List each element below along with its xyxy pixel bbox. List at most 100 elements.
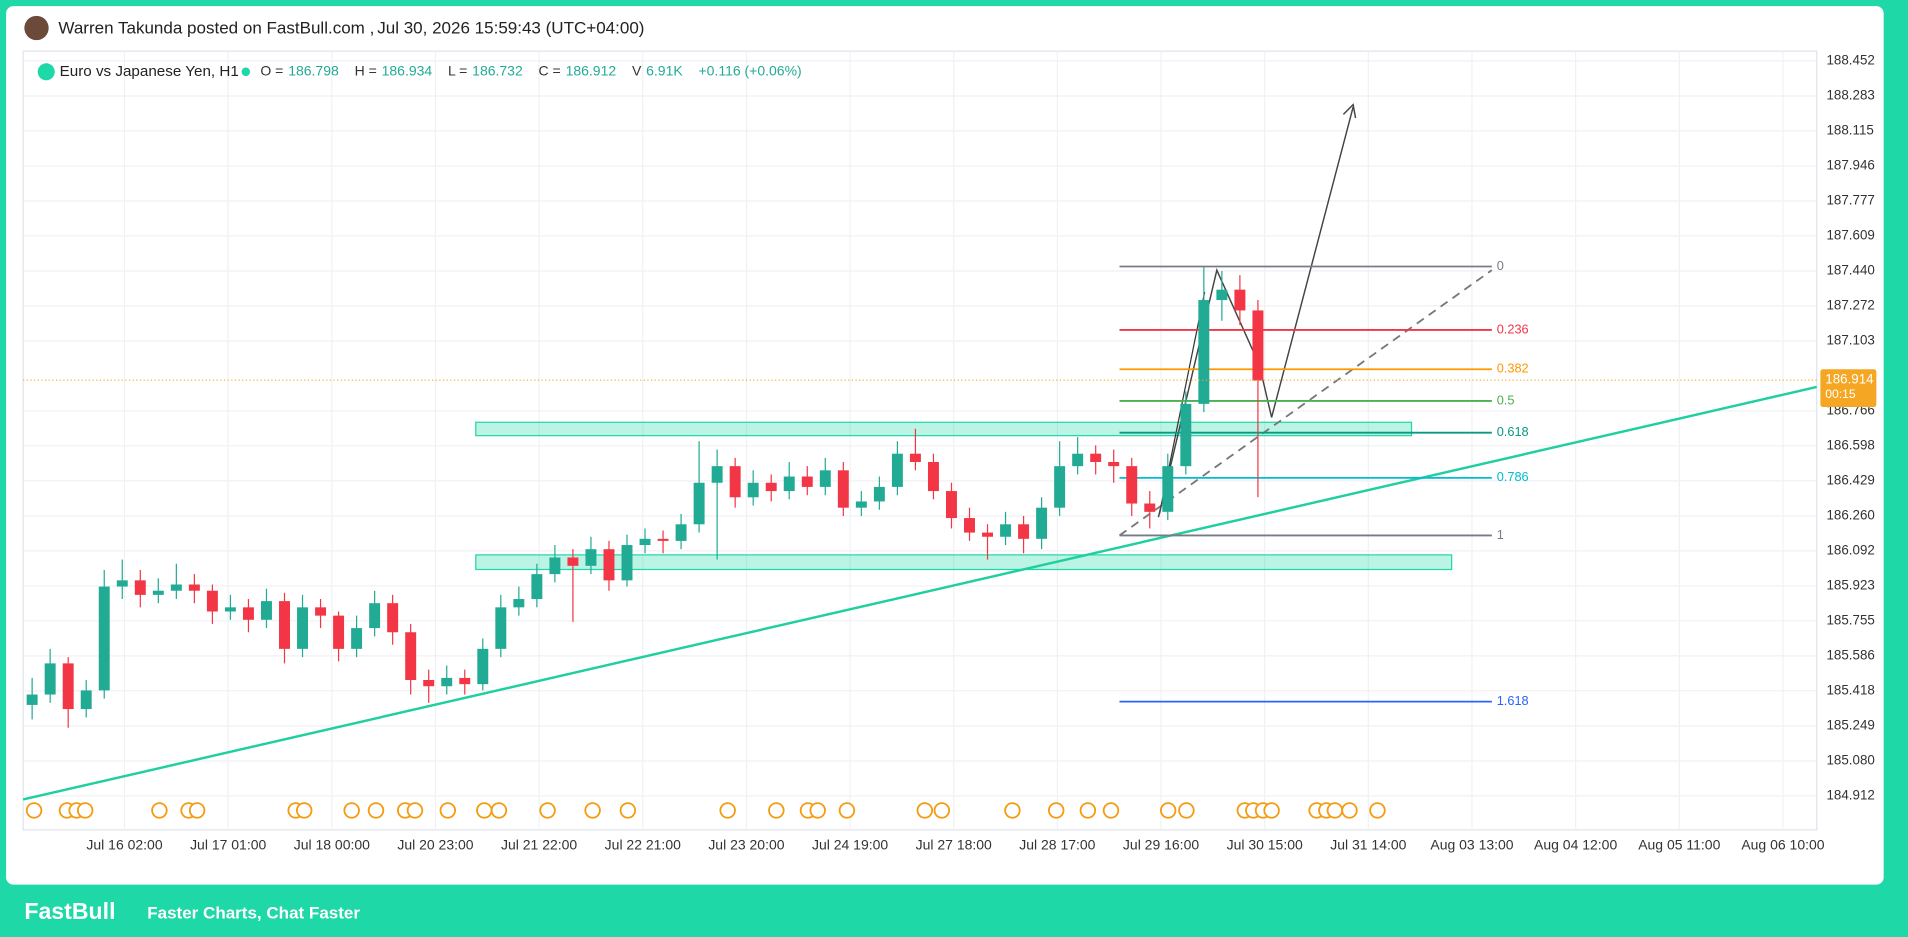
legend-label: O = bbox=[260, 63, 283, 79]
candle-body bbox=[1252, 310, 1264, 381]
candle-body bbox=[459, 677, 471, 685]
event-icon bbox=[367, 802, 385, 819]
candle-body bbox=[567, 557, 579, 566]
legend-label: C = bbox=[539, 63, 561, 79]
candle-body bbox=[387, 603, 399, 633]
x-tick-label: Jul 29 16:00 bbox=[1123, 836, 1199, 852]
candle-body bbox=[1090, 453, 1102, 463]
candle-body bbox=[729, 466, 741, 498]
candle-body bbox=[639, 538, 651, 546]
y-tick-label: 185.586 bbox=[1826, 647, 1874, 662]
candle-body bbox=[1018, 524, 1030, 539]
candle-body bbox=[549, 557, 561, 575]
tagline: Faster Charts, Chat Faster bbox=[147, 903, 360, 922]
candle-body bbox=[1054, 466, 1066, 508]
candle-body bbox=[80, 690, 92, 710]
candle-body bbox=[477, 648, 489, 685]
event-icon bbox=[76, 802, 94, 819]
candle-body bbox=[116, 580, 128, 587]
arrow-head bbox=[1342, 103, 1357, 119]
legend-value: 186.934 bbox=[382, 63, 433, 79]
candle-body bbox=[1000, 524, 1012, 537]
chart-frame bbox=[22, 50, 1818, 831]
event-icon bbox=[1079, 802, 1097, 819]
candle-body bbox=[62, 663, 74, 710]
candle-body bbox=[927, 462, 939, 492]
candle-body bbox=[1198, 300, 1210, 404]
zone bbox=[475, 421, 1413, 437]
y-tick-label: 185.249 bbox=[1826, 717, 1874, 732]
event-icon bbox=[916, 802, 934, 819]
last-price-label: 186.914 bbox=[1825, 372, 1874, 387]
x-tick-label: Jul 28 17:00 bbox=[1019, 836, 1095, 852]
y-tick-label: 188.115 bbox=[1826, 122, 1873, 137]
candle-body bbox=[603, 549, 615, 581]
candle-body bbox=[152, 590, 164, 595]
candle-body bbox=[260, 601, 272, 620]
x-tick-label: Jul 18 00:00 bbox=[294, 836, 370, 852]
candle-body bbox=[945, 491, 957, 519]
candle-body bbox=[855, 501, 867, 508]
event-icon bbox=[1048, 802, 1065, 819]
event-icon bbox=[406, 802, 424, 819]
x-tick-label: Jul 17 01:00 bbox=[190, 836, 266, 852]
candle-body bbox=[170, 584, 182, 591]
candle-body bbox=[206, 590, 218, 612]
fib-label: 0 bbox=[1497, 258, 1504, 273]
y-tick-label: 186.429 bbox=[1826, 472, 1874, 487]
candle-body bbox=[1234, 289, 1246, 311]
last-price-box bbox=[1820, 369, 1877, 407]
candle-body bbox=[369, 603, 381, 629]
candle-body bbox=[513, 599, 525, 608]
drawings bbox=[22, 103, 1818, 801]
legend-value: 186.912 bbox=[566, 63, 617, 79]
candle-body bbox=[693, 482, 705, 525]
event-icon bbox=[1326, 802, 1344, 819]
legend-value: 6.91K bbox=[646, 63, 683, 79]
symbol: Euro vs Japanese Yen, H1 bbox=[60, 63, 239, 80]
candle-body bbox=[711, 466, 723, 483]
candle-body bbox=[891, 453, 903, 487]
candle-body bbox=[765, 482, 777, 492]
candle-body bbox=[982, 532, 994, 537]
fib-label: 1.618 bbox=[1497, 693, 1529, 708]
candle-body bbox=[909, 453, 921, 463]
candle-body bbox=[423, 680, 435, 687]
candle-body bbox=[964, 518, 975, 533]
y-tick-label: 188.452 bbox=[1826, 52, 1874, 67]
candle-body bbox=[405, 632, 417, 681]
y-tick-label: 184.912 bbox=[1826, 787, 1874, 802]
event-icon bbox=[1341, 802, 1358, 819]
x-tick-label: Aug 06 10:00 bbox=[1741, 836, 1824, 852]
status-dot bbox=[241, 67, 251, 77]
y-tick-label: 185.755 bbox=[1826, 612, 1874, 627]
candle-body bbox=[1072, 453, 1084, 467]
candle-body bbox=[1180, 403, 1192, 467]
x-tick-label: Jul 31 14:00 bbox=[1330, 836, 1406, 852]
candle-body bbox=[315, 607, 327, 616]
candle-body bbox=[783, 476, 795, 492]
x-tick-label: Jul 24 19:00 bbox=[812, 836, 888, 852]
y-tick-label: 185.923 bbox=[1826, 577, 1874, 592]
candle-body bbox=[801, 476, 813, 487]
candle-body bbox=[1162, 466, 1174, 512]
event-icon bbox=[439, 802, 457, 819]
candle-body bbox=[26, 694, 38, 705]
legend-label: V bbox=[632, 63, 642, 79]
author: Warren Takunda posted on FastBull.com , bbox=[58, 19, 374, 38]
event-icon bbox=[584, 802, 601, 819]
y-tick-label: 188.283 bbox=[1826, 88, 1874, 103]
candle-body bbox=[747, 482, 759, 498]
candle-body bbox=[495, 607, 507, 649]
candle-body bbox=[188, 584, 200, 591]
event-icon bbox=[476, 802, 493, 819]
x-tick-label: Jul 22 21:00 bbox=[605, 836, 681, 852]
event-icon bbox=[1004, 802, 1021, 819]
event-icon bbox=[1369, 802, 1386, 819]
candle-body bbox=[873, 486, 885, 502]
legend-value: 186.798 bbox=[288, 63, 339, 79]
candle-body bbox=[657, 538, 669, 541]
x-tick-label: Jul 30 15:00 bbox=[1227, 836, 1303, 852]
x-tick-label: Jul 23 20:00 bbox=[708, 836, 784, 852]
event-icon bbox=[768, 802, 785, 819]
